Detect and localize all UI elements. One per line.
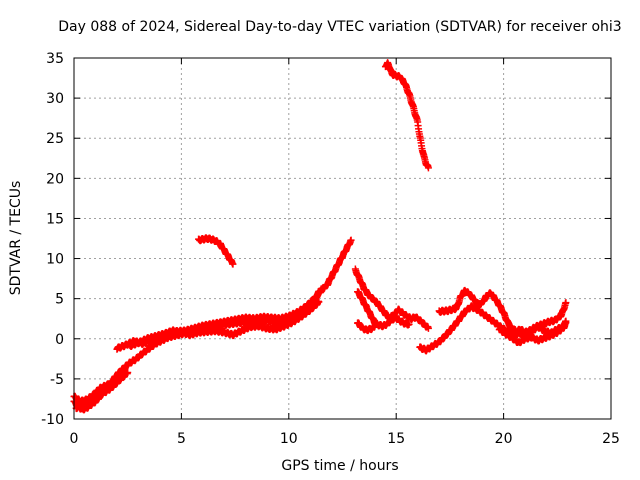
x-tick-label: 25 <box>602 431 620 447</box>
data-point <box>424 324 432 332</box>
y-tick-label: 25 <box>46 131 64 147</box>
data-point <box>405 320 413 328</box>
data-point <box>124 368 132 376</box>
series-track-i <box>354 288 413 331</box>
chart-title: Day 088 of 2024, Sidereal Day-to-day VTE… <box>58 19 621 35</box>
series-track-e <box>126 297 323 350</box>
x-axis-label: GPS time / hours <box>281 458 398 474</box>
x-tick-label: 15 <box>387 431 405 447</box>
data-point <box>315 298 323 306</box>
y-tick-label: 15 <box>46 211 64 227</box>
y-tick-label: 10 <box>46 252 64 268</box>
plot-frame <box>73 57 612 420</box>
y-tick-label: 20 <box>46 171 64 187</box>
series-track-j <box>354 319 379 335</box>
data-point <box>562 319 570 327</box>
x-tick-label: 10 <box>280 431 298 447</box>
ticks <box>73 57 612 420</box>
data-point <box>347 236 355 244</box>
series-track-g <box>381 59 432 172</box>
y-tick-label: 0 <box>55 332 64 348</box>
series-track-m <box>495 319 570 347</box>
x-tick-label: 20 <box>495 431 513 447</box>
x-tick-label: 0 <box>70 431 79 447</box>
series-track-f <box>195 234 237 268</box>
data-point <box>371 323 379 331</box>
series-track-l <box>435 286 570 338</box>
y-tick-label: 35 <box>46 51 64 67</box>
tick-labels: 0 5 10 15 20 25 -10 -5 0 5 10 15 20 25 30 35 <box>41 51 620 447</box>
y-tick-label: -10 <box>41 412 64 428</box>
y-tick-label: 30 <box>46 91 64 107</box>
data-point <box>424 164 432 172</box>
data-point <box>317 285 325 293</box>
y-axis-label: SDTVAR / TECUs <box>8 181 24 296</box>
grid <box>74 58 611 419</box>
data-layer <box>70 59 570 414</box>
y-tick-label: 5 <box>55 292 64 308</box>
y-tick-label: -5 <box>50 372 64 388</box>
data-point <box>229 260 237 268</box>
series-track-c <box>72 368 132 413</box>
x-tick-label: 5 <box>177 431 186 447</box>
data-point <box>562 299 570 307</box>
